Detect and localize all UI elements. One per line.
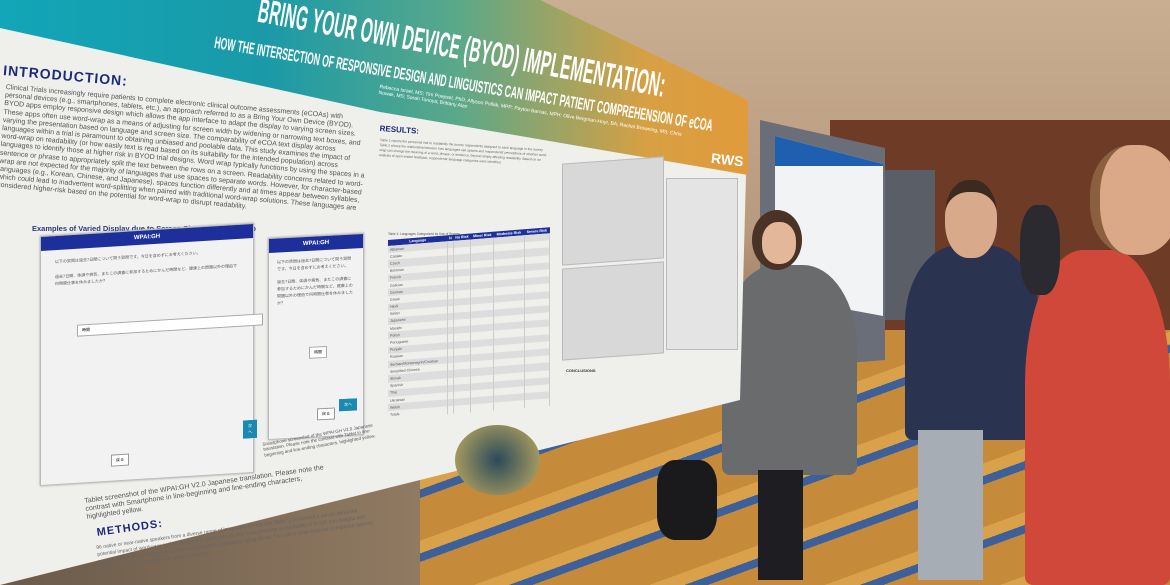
next-button: 次へ — [243, 419, 257, 439]
back-button: 戻る — [111, 453, 129, 467]
examples-heading: Examples of Varied Display due to Screen… — [32, 224, 256, 233]
table-caption: Table 1: Languages Categorized by Use of… — [388, 232, 460, 236]
presenter — [722, 265, 857, 475]
decorative-circle-graphic — [455, 425, 540, 495]
dropdown: 時間 — [77, 313, 263, 337]
languages-table: Language N No Risk Minor Risk Moderate Risk S… — [388, 227, 550, 419]
side-text-block — [666, 178, 738, 350]
backpack — [657, 460, 717, 540]
conclusions-heading: CONCLUSIONS — [566, 368, 596, 373]
attendee-face — [1090, 145, 1170, 255]
value-cell — [453, 404, 471, 414]
next-button: 次へ — [339, 398, 357, 412]
back-button: 戻る — [317, 407, 335, 421]
presenter-legs — [758, 470, 803, 580]
attendee-red-top — [1025, 250, 1170, 585]
background-attendee — [1020, 205, 1060, 295]
question-text: 過去7日間、体調や病気、またこの調査に参加するためにかんだ時間など、健康上の問題… — [277, 275, 353, 306]
attendee-head — [945, 180, 997, 258]
tablet-screenshot: WPAI:GH 以下の質問は過去7日間について問う質問です。今日を含めずにお考え… — [40, 222, 263, 486]
dropdown: 時間 — [309, 345, 327, 359]
phone-screenshot: WPAI:GH 以下の質問は過去7日間について問う質問です。今日を含めずにお考え… — [268, 232, 364, 440]
presenter-face — [762, 222, 796, 264]
attendee-pants — [918, 430, 983, 580]
rws-logo: RWS — [710, 150, 745, 170]
table-3 — [562, 261, 664, 361]
table-2 — [562, 156, 664, 266]
attendee-blazer — [905, 245, 1040, 440]
